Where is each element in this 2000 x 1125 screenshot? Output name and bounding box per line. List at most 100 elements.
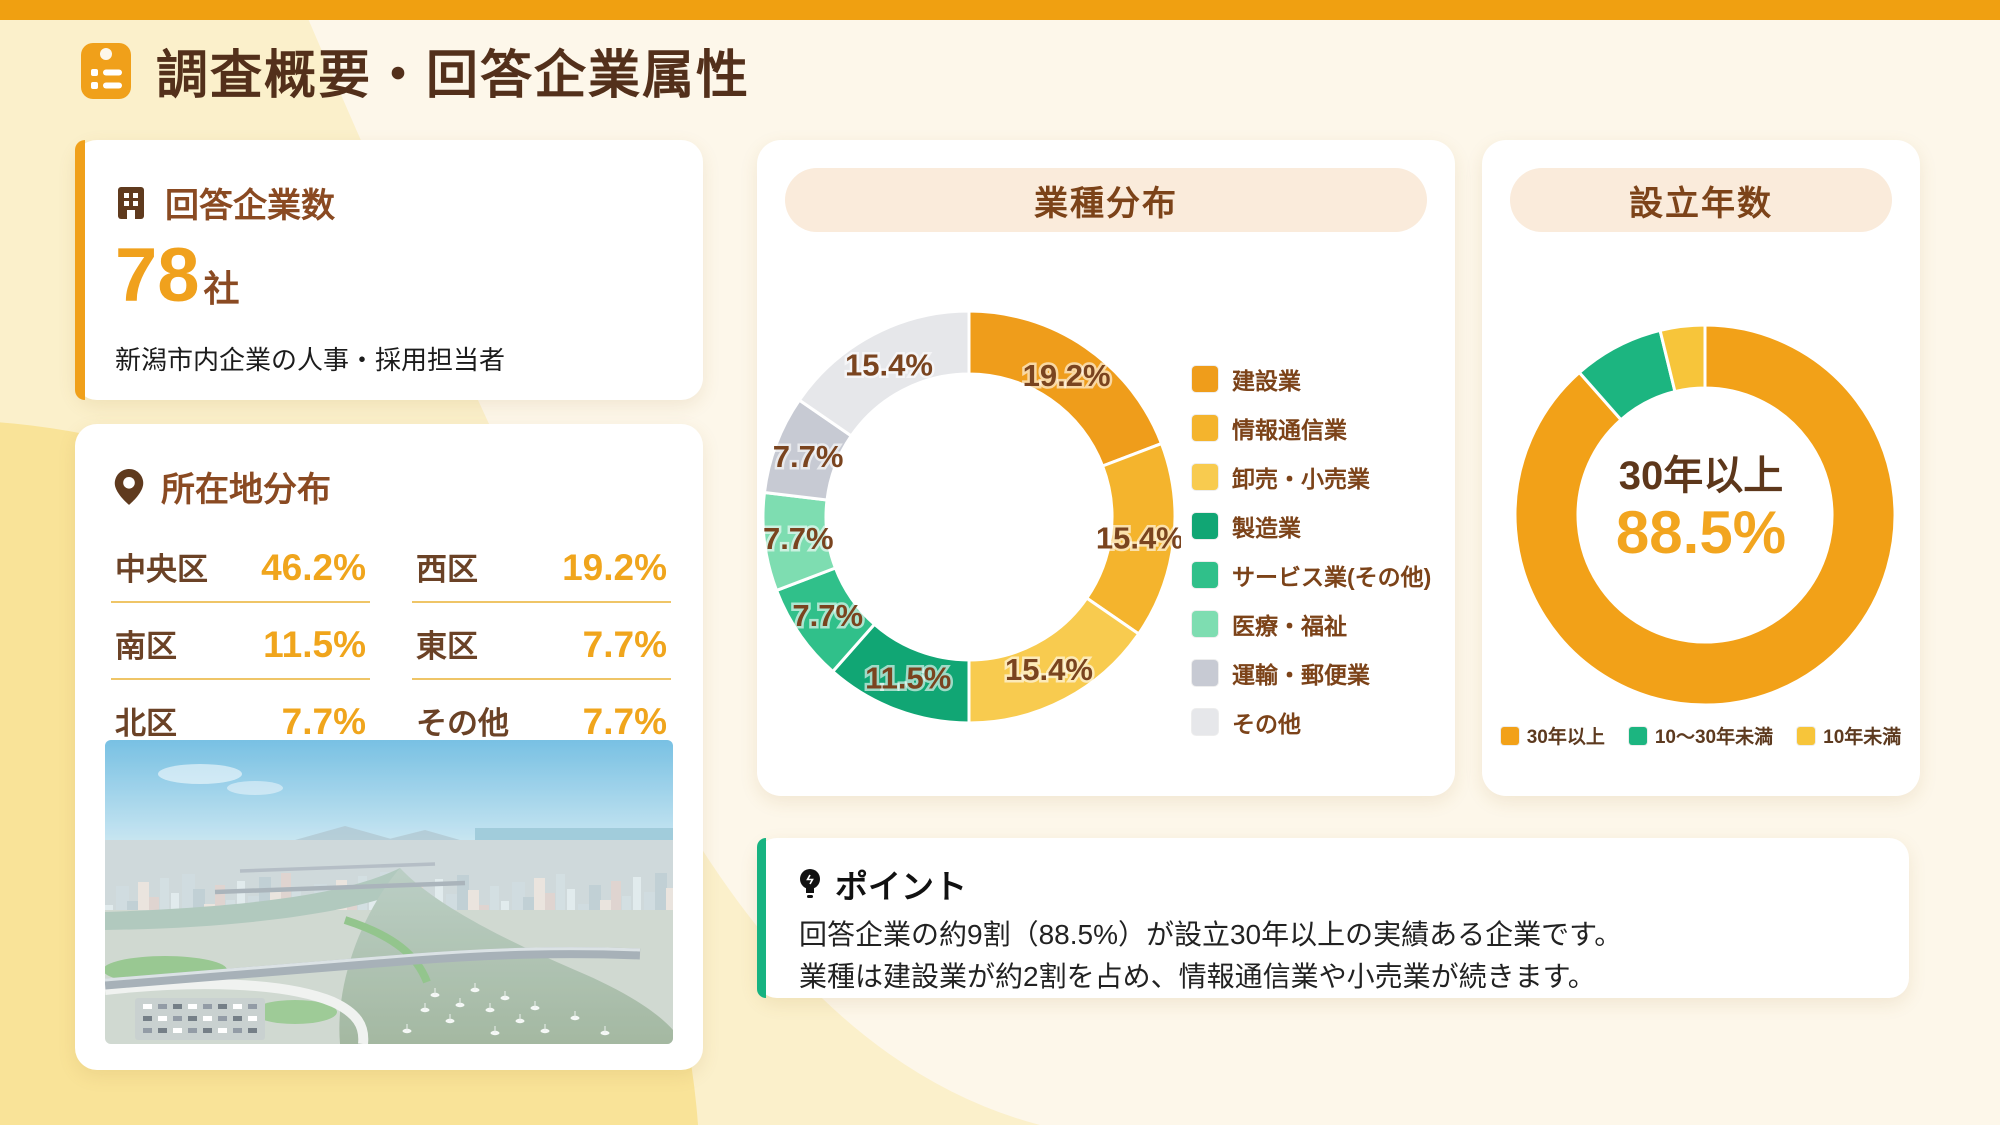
point-card-heading: ポイント (797, 860, 967, 908)
point-card-title: ポイント (835, 868, 967, 905)
clipboard-icon (81, 43, 131, 99)
industry-donut-chart: 19.2%15.4%15.4%11.5%7.7%7.7%7.7%15.4% (760, 309, 1181, 725)
location-value: 11.5% (263, 624, 366, 665)
location-label: 西区 (416, 552, 478, 587)
legend-label: 医療・福祉 (1232, 613, 1347, 639)
table-row: 中央区 46.2% (111, 526, 370, 603)
legend-item: 30年以上 (1500, 722, 1605, 749)
location-card-title: 所在地分布 (161, 471, 331, 509)
page-header: 調査概要・回答企業属性 (78, 34, 750, 106)
legend-label: 製造業 (1232, 515, 1301, 541)
respondents-count-number: 78 (115, 233, 200, 318)
legend-item: 10～30年未満 (1628, 722, 1774, 749)
legend-swatch (1192, 366, 1218, 392)
point-line: 回答企業の約9割（88.5%）が設立30年以上の実績ある企業です。 (799, 919, 1623, 950)
location-label: 東区 (416, 629, 478, 664)
legend-label: サービス業(その他) (1232, 564, 1432, 590)
legend-swatch (1192, 464, 1218, 490)
legend-item: サービス業(その他) (1192, 558, 1431, 592)
legend-swatch (1797, 726, 1816, 745)
respondents-card-title: 回答企業数 (165, 187, 335, 225)
legend-item: 製造業 (1192, 509, 1431, 543)
location-value: 7.7% (582, 701, 667, 742)
map-pin-icon (114, 468, 144, 505)
legend-label: 10年未満 (1823, 727, 1902, 748)
location-value: 7.7% (582, 624, 667, 665)
building-icon (118, 186, 144, 219)
donut-segment-label: 11.5% (865, 661, 951, 696)
legend-item: 卸売・小売業 (1192, 460, 1431, 494)
legend-swatch (1192, 513, 1218, 539)
years-center-label: 30年以上 (1618, 454, 1784, 498)
legend-swatch (1192, 709, 1218, 735)
lightbulb-icon (800, 869, 820, 898)
industry-card-title: 業種分布 (785, 168, 1427, 232)
point-card-accent-stripe (757, 838, 766, 998)
years-card: 設立年数 30年以上 88.5% 30年以上 10～30年未満 10年未満 (1482, 140, 1920, 796)
legend-label: 建設業 (1232, 368, 1301, 394)
table-row: 南区 11.5% (111, 603, 370, 680)
donut-segment-label: 7.7% (792, 598, 863, 633)
top-accent-bar (0, 0, 2000, 20)
legend-swatch (1192, 660, 1218, 686)
legend-label: 情報通信業 (1232, 417, 1347, 443)
donut-segment (797, 309, 971, 438)
years-donut-chart (1513, 323, 1897, 707)
donut-segment-label: 15.4% (1096, 520, 1181, 555)
legend-label: 10～30年未満 (1654, 727, 1774, 748)
legend-item: 建設業 (1192, 362, 1431, 396)
legend-label: 運輸・郵便業 (1232, 662, 1370, 688)
point-line: 業種は建設業が約2割を占め、情報通信業や小売業が続きます。 (799, 961, 1596, 992)
legend-swatch (1192, 611, 1218, 637)
location-label: 南区 (115, 629, 177, 664)
table-row: 西区 19.2% (412, 526, 671, 603)
location-label: 中央区 (115, 552, 208, 587)
location-label: その他 (416, 706, 509, 741)
respondents-card-accent-stripe (75, 140, 85, 400)
location-card: 所在地分布 中央区 46.2% 西区 19.2% 南区 11.5% 東区 7.7… (75, 424, 703, 1070)
legend-item: 情報通信業 (1192, 411, 1431, 445)
legend-swatch (1192, 562, 1218, 588)
respondents-card: 回答企業数 78 社 新潟市内企業の人事・採用担当者 (75, 140, 703, 400)
respondents-count-unit: 社 (203, 268, 240, 309)
years-donut-center: 30年以上 88.5% (1482, 454, 1920, 566)
donut-segment (1513, 323, 1897, 707)
point-card-body: 回答企業の約9割（88.5%）が設立30年以上の実績ある企業です。 業種は建設業… (799, 914, 1622, 998)
table-row: 東区 7.7% (412, 603, 671, 680)
legend-swatch (1192, 415, 1218, 441)
legend-swatch (1500, 726, 1519, 745)
legend-label: 30年以上 (1526, 727, 1605, 748)
donut-segment-label: 15.4% (845, 348, 933, 383)
years-legend: 30年以上 10～30年未満 10年未満 (1482, 722, 1920, 749)
donut-segment-label: 7.7% (763, 521, 834, 556)
donut-segment-label: 15.4% (1005, 652, 1093, 687)
legend-item: 10年未満 (1797, 722, 1901, 749)
donut-segment-label: 19.2% (1023, 358, 1111, 393)
donut-segment-label: 7.7% (773, 439, 844, 474)
location-value: 19.2% (562, 547, 667, 588)
legend-item: 運輸・郵便業 (1192, 656, 1431, 690)
location-label: 北区 (115, 706, 177, 741)
respondents-card-heading: 回答企業数 (113, 178, 335, 227)
location-card-heading: 所在地分布 (113, 462, 331, 511)
legend-item: 医療・福祉 (1192, 607, 1431, 641)
location-value: 7.7% (281, 701, 366, 742)
table-row: その他 7.7% (412, 680, 671, 757)
respondents-count: 78 社 (115, 236, 240, 316)
legend-swatch (1628, 726, 1647, 745)
legend-label: その他 (1232, 711, 1301, 737)
legend-label: 卸売・小売業 (1232, 466, 1370, 492)
years-card-title: 設立年数 (1510, 168, 1892, 232)
city-aerial-photo (105, 740, 673, 1044)
industry-card: 業種分布 19.2% 15.4% 15.4% 11.5% 7.7% 7.7% 7.7% 15.… (757, 140, 1455, 796)
respondents-description: 新潟市内企業の人事・採用担当者 (115, 345, 506, 375)
page-title: 調査概要・回答企業属性 (156, 46, 751, 105)
location-value: 46.2% (261, 547, 366, 588)
location-table: 中央区 46.2% 西区 19.2% 南区 11.5% 東区 7.7% 北区 7… (111, 526, 671, 757)
legend-item: その他 (1192, 705, 1431, 739)
industry-legend: 建設業 情報通信業 卸売・小売業 製造業 サービス業(その他) 医療・福祉 (1192, 362, 1431, 739)
donut-segment (1658, 323, 1707, 394)
point-card: ポイント 回答企業の約9割（88.5%）が設立30年以上の実績ある企業です。 業… (757, 838, 1909, 998)
years-center-value: 88.5% (1615, 499, 1787, 566)
